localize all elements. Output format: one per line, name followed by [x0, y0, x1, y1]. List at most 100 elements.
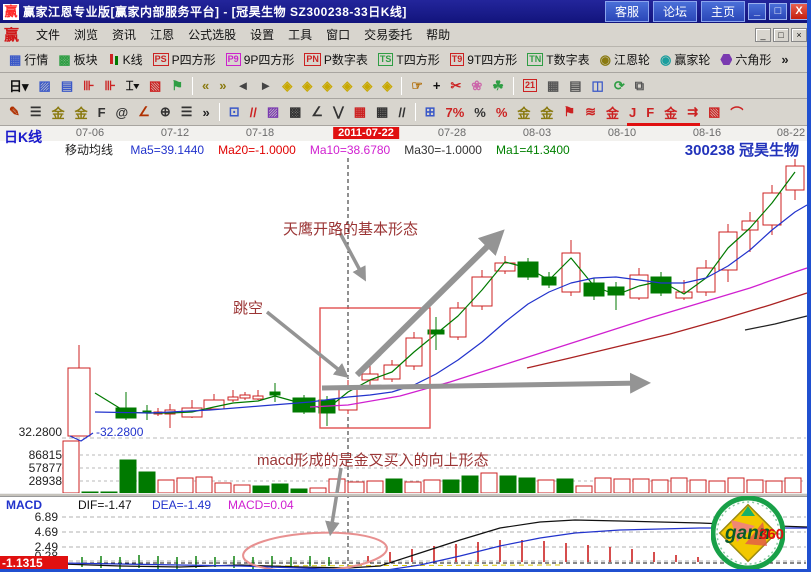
toolbar-button-scissors[interactable]: ✂	[446, 75, 466, 96]
toolbar-button-detail-list[interactable]: ▤	[56, 75, 78, 96]
toolbar-button-f-fence[interactable]: F	[93, 101, 110, 123]
minimize-button[interactable]: _	[748, 3, 766, 20]
toolbar-button-p-square[interactable]: PS P四方形	[148, 49, 220, 70]
toolbar-button-hand-drag[interactable]: ☞	[407, 75, 427, 96]
toolbar-button-j-angle[interactable]: J	[625, 101, 641, 123]
menu-item-设置[interactable]: 设置	[250, 27, 275, 42]
date-label: 08-22	[776, 127, 806, 139]
toolbar-button-zigzag-wave[interactable]: ⋁	[329, 101, 348, 123]
menu-item-资讯[interactable]: 资讯	[112, 27, 137, 42]
toolbar-button-gold-lines-red[interactable]: 金	[602, 101, 624, 123]
toolbar-button-zoom-expand[interactable]: ◈	[378, 75, 397, 96]
toolbar-button-zoom-compress[interactable]: ◈	[338, 75, 357, 96]
toolbar-button-sectors[interactable]: ▩ 板块	[54, 49, 102, 70]
maximize-button[interactable]: □	[769, 3, 787, 20]
toolbar-button-window-style[interactable]: ▨	[34, 75, 55, 96]
menu-item-浏览[interactable]: 浏览	[74, 27, 99, 42]
toolbar-button-frame-tool[interactable]: ⊡	[224, 101, 244, 123]
ma-value-2: Ma10=38.6780	[309, 143, 391, 157]
menu-item-工具[interactable]: 工具	[288, 27, 313, 42]
mdi-close-button[interactable]: ×	[791, 27, 807, 42]
toolbar-button-quotes[interactable]: ▦ 行情	[5, 49, 53, 70]
toolbar-button-gann-wheel[interactable]: ◉ 江恩轮	[595, 49, 654, 70]
toolbar-button-candle-style[interactable]: ⌶▾	[121, 75, 144, 96]
toolbar-button-percent-7[interactable]: 7%	[441, 101, 469, 123]
toolbar-button-parallel-lines[interactable]: //	[394, 101, 410, 123]
mdi-restore-button[interactable]: □	[773, 27, 789, 42]
toolbar-button-send-pc[interactable]: ⧉	[630, 75, 649, 96]
toolbar-button-toolbar1-more[interactable]: »	[777, 49, 796, 70]
toolbar-button-bars-3[interactable]: ⊪	[79, 75, 99, 96]
toolbar-button-percent-circle[interactable]: %	[491, 101, 512, 123]
toolbar-button-winner-wheel[interactable]: ◉ 赢家轮	[656, 49, 715, 70]
toolbar-button-zoom-vertical[interactable]: ◈	[358, 75, 377, 96]
pane-splitter[interactable]	[0, 493, 807, 497]
percent-icon: %	[474, 104, 486, 120]
toolbar-button-go-first[interactable]: «	[198, 75, 214, 96]
forum-button[interactable]: 论坛	[652, 1, 697, 22]
toolbar-button-fence-tool[interactable]: ☰	[25, 101, 46, 123]
toolbar-button-pen-tool[interactable]: ✎	[5, 101, 24, 123]
toolbar-button-zoom-left[interactable]: ◈	[278, 75, 297, 96]
toolbar-button-notepad[interactable]: ▤	[565, 75, 586, 96]
toolbar-button-fan-box[interactable]: ▨	[262, 101, 284, 123]
mdi-minimize-button[interactable]: _	[755, 27, 771, 42]
toolbar-button-gann-fan[interactable]: //	[245, 101, 261, 123]
toolbar-button-angle-person[interactable]: ∠	[134, 101, 154, 123]
toolbar-button-gold-red[interactable]: 金	[660, 101, 682, 123]
toolbar-button-go-last[interactable]: »	[215, 75, 231, 96]
customer-service-button[interactable]: 客服	[604, 1, 649, 22]
toolbar-button-grid-box[interactable]: ▦	[372, 101, 393, 123]
toolbar-button-refresh-data[interactable]: ⟳	[609, 75, 629, 96]
toolbar-button-red-flag-bars[interactable]: ⚑	[559, 101, 580, 123]
toolbar-button-fan-box-dark[interactable]: ▩	[285, 101, 306, 123]
toolbar-button-draw-more[interactable]: »	[198, 101, 214, 123]
toolbar-button-gold-fence-2[interactable]: 金	[70, 101, 92, 123]
homepage-button[interactable]: 主页	[700, 1, 745, 22]
toolbar-button-kline[interactable]: K线	[103, 49, 147, 70]
toolbar-button-grid-red[interactable]: ▦	[349, 101, 371, 123]
toolbar-button-calendar-21[interactable]: 21	[518, 75, 541, 96]
toolbar-button-9p-square[interactable]: P9 9P四方形	[221, 49, 299, 70]
menu-item-文件[interactable]: 文件	[36, 27, 61, 42]
toolbar-button-save-disk[interactable]: ◫	[587, 75, 608, 96]
menu-item-帮助[interactable]: 帮助	[426, 27, 451, 42]
toolbar-button-stock-mark[interactable]: ▧	[145, 75, 166, 96]
toolbar-button-angle-lines[interactable]: ∠	[307, 101, 328, 123]
toolbar-button-t-number-table[interactable]: TN T数字表	[523, 49, 594, 70]
toolbar-button-maze[interactable]: ☘	[488, 75, 508, 96]
toolbar-button-t-square[interactable]: TS T四方形	[373, 49, 444, 70]
toolbar-button-circle-cross[interactable]: ⊕	[155, 101, 175, 123]
toolbar-button-percent[interactable]: %	[470, 101, 490, 123]
toolbar-button-red-arrows[interactable]: ⇉	[683, 101, 703, 123]
toolbar-button-red-waves[interactable]: ≋	[581, 101, 600, 123]
toolbar-button-crosshair[interactable]: +	[428, 75, 445, 96]
toolbar-button-red-curve[interactable]: ⌒	[726, 101, 748, 123]
toolbar-button-spiral-tool[interactable]: @	[111, 101, 133, 123]
toolbar-button-p-number-table[interactable]: PN P数字表	[300, 49, 372, 70]
close-button[interactable]: X	[790, 3, 808, 20]
toolbar-button-gold-circle[interactable]: 金	[513, 101, 535, 123]
toolbar-button-hexagon[interactable]: 六角形	[716, 49, 776, 70]
toolbar-button-price-box[interactable]: ⊞	[420, 101, 440, 123]
toolbar-button-go-next[interactable]: ►	[255, 75, 277, 96]
toolbar-button-gold-bar[interactable]: 金	[536, 101, 558, 123]
toolbar-button-fence-small[interactable]: ☰	[176, 101, 197, 123]
menu-item-公式选股[interactable]: 公式选股	[188, 27, 237, 42]
toolbar-button-f-red[interactable]: F	[642, 101, 659, 123]
toolbar-button-9t-square[interactable]: T9 9T四方形	[445, 49, 522, 70]
toolbar-button-gold-fence-1[interactable]: 金	[47, 101, 69, 123]
menu-item-江恩[interactable]: 江恩	[150, 27, 175, 42]
toolbar-button-zoom-right[interactable]: ◈	[298, 75, 317, 96]
toolbar-button-zoom-horizontal[interactable]: ◈	[318, 75, 337, 96]
menu-item-窗口[interactable]: 窗口	[326, 27, 351, 42]
toolbar-button-period-day[interactable]: 日▾	[5, 75, 33, 96]
toolbar-button-calculator[interactable]: ▦	[542, 75, 564, 96]
toolbar-button-red-box-pattern[interactable]: ▧	[704, 101, 725, 123]
menu-item-交易委托[interactable]: 交易委托	[364, 27, 413, 42]
toolbar-button-go-prev[interactable]: ◄	[232, 75, 254, 96]
toolbar-button-bars-9[interactable]: ⊪	[100, 75, 120, 96]
toolbar-button-flag-mark[interactable]: ⚑	[167, 75, 187, 96]
toolbar-button-flower-window[interactable]: ❀	[467, 75, 487, 96]
